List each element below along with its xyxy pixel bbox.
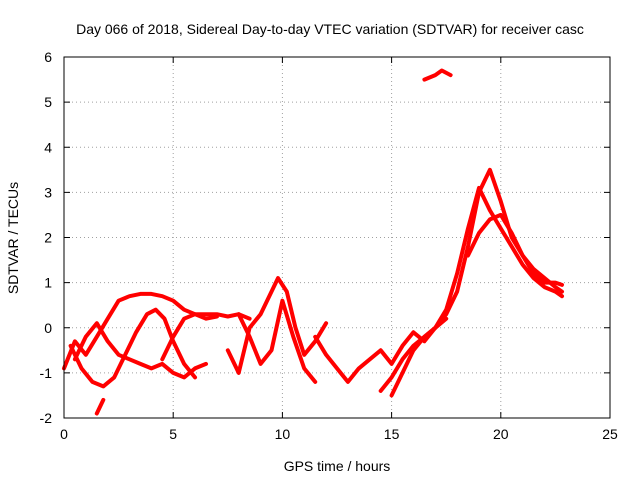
y-tick-label: 3 (44, 184, 52, 200)
x-tick-label: 0 (60, 426, 68, 442)
y-tick-label: 1 (44, 275, 52, 291)
plot-area (62, 68, 564, 416)
y-tick-label: 2 (44, 230, 52, 246)
series-arc-4 (160, 312, 219, 362)
x-tick-label: 25 (602, 426, 618, 442)
x-tick-label: 20 (493, 426, 509, 442)
y-tick-label: 5 (44, 94, 52, 110)
y-tick-label: 4 (44, 139, 52, 155)
x-tick-label: 15 (384, 426, 400, 442)
axis-ticks: 0 5 10 15 20 25 -2 -1 0 1 2 3 4 5 6 (40, 49, 618, 442)
series-arc-9 (378, 167, 564, 393)
y-tick-label: 0 (44, 320, 52, 336)
y-tick-label: -2 (40, 410, 53, 426)
series-arc-6 (225, 276, 329, 375)
y-tick-label: 6 (44, 49, 52, 65)
x-axis-label: GPS time / hours (284, 458, 391, 474)
series-arc-8 (313, 316, 449, 384)
series-arc-5 (94, 397, 106, 416)
y-tick-label: -1 (40, 365, 53, 381)
series-arc-10 (389, 185, 564, 398)
series-arc-11 (466, 212, 564, 287)
x-tick-label: 10 (275, 426, 291, 442)
series-arc-7 (236, 298, 318, 384)
series-arc-12 (422, 68, 453, 82)
y-axis-label: SDTVAR / TECUs (5, 182, 21, 294)
series-arc-3 (72, 321, 208, 380)
series-arc-1 (62, 291, 252, 371)
x-tick-label: 5 (169, 426, 177, 442)
grid (64, 57, 610, 418)
chart-title: Day 066 of 2018, Sidereal Day-to-day VTE… (76, 21, 584, 37)
